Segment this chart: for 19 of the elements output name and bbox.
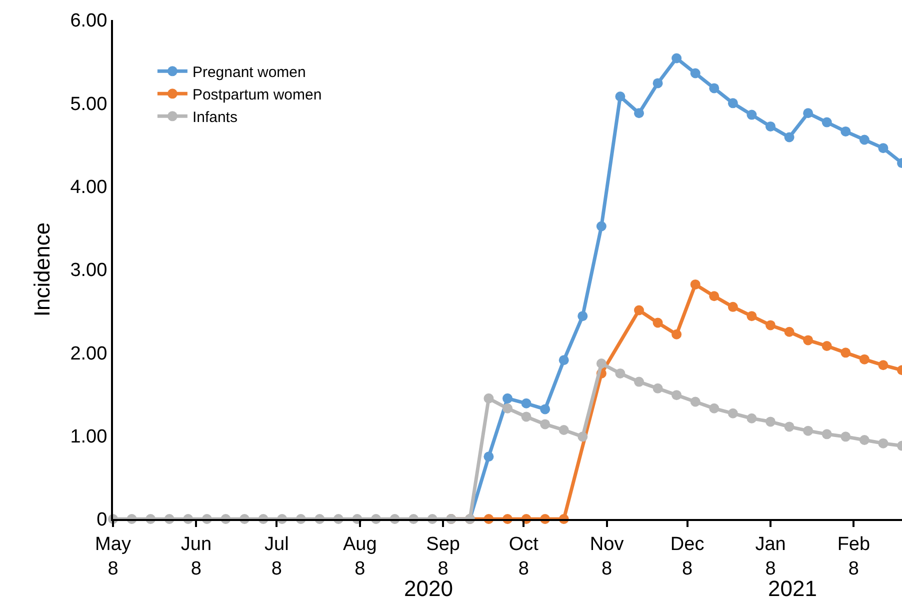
x-tick-label: Nov 8 [590, 534, 624, 580]
y-tick-label: 3.00 [70, 260, 108, 282]
y-tick-label: 4.00 [70, 176, 108, 198]
x-tick-label: May 8 [95, 534, 132, 580]
x-tick-label: Jul 8 [264, 534, 289, 580]
x-tick-label: Jun 8 [180, 534, 212, 580]
y-tick-label: 5.00 [70, 94, 108, 115]
x-tick-label: Aug 8 [342, 534, 377, 580]
y-tick-label: 2.00 [70, 343, 108, 364]
x-tick-label: Feb 8 [837, 534, 870, 580]
y-tick-label: 0 [96, 510, 108, 531]
legend-label: Pregnant women [192, 64, 306, 82]
y-axis-title: Incidence [30, 222, 55, 317]
x-tick-label: Dec 8 [670, 534, 704, 580]
y-tick-label: 6.00 [70, 10, 108, 32]
legend-label: Infants [192, 109, 238, 126]
y-tick-label: 1.00 [70, 426, 108, 448]
legend-label: Postpartum women [192, 86, 322, 104]
x-tick-label: Oct 8 [508, 534, 540, 580]
